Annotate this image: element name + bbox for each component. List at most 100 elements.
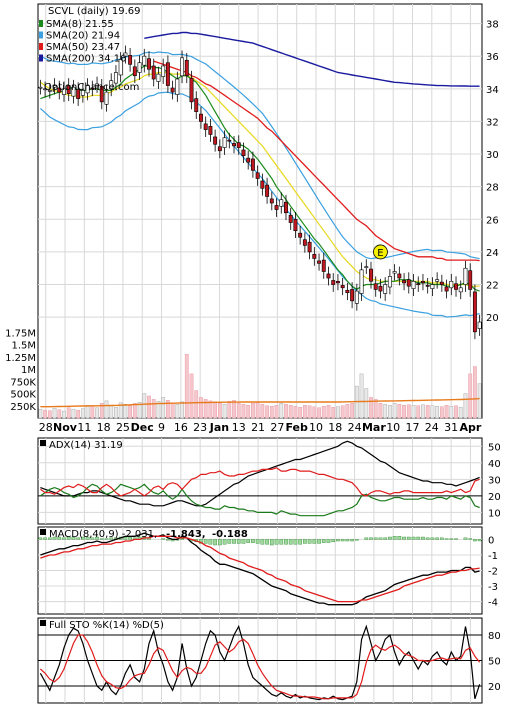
volume-bar xyxy=(307,405,312,419)
date-axis-label: Nov xyxy=(53,421,78,434)
candle-body xyxy=(66,85,71,95)
date-axis-label: 21 xyxy=(251,421,265,434)
volume-bar xyxy=(265,405,269,419)
candle-body xyxy=(369,268,373,282)
date-axis-label: 13 xyxy=(232,421,246,434)
volume-bar xyxy=(425,405,430,419)
candle-body xyxy=(307,241,312,253)
volume-bar xyxy=(76,409,81,419)
adx-line-di xyxy=(40,483,480,517)
macd-histogram-bar xyxy=(203,539,208,544)
candle-body xyxy=(288,214,293,223)
volume-bar xyxy=(232,400,236,419)
candle-body xyxy=(265,184,270,197)
volume-bar xyxy=(383,404,388,419)
legend-swatch xyxy=(39,54,43,62)
macd-histogram-bar xyxy=(435,537,439,540)
candle-body xyxy=(62,88,66,95)
adx-tick-label: 50 xyxy=(488,442,501,453)
volume-tick-label: 750K xyxy=(10,377,36,388)
volume-bar xyxy=(359,373,364,419)
stochastic-tick-label: 50 xyxy=(488,657,501,668)
volume-bar xyxy=(345,404,350,419)
volume-bar xyxy=(454,405,458,419)
macd-histogram-bar xyxy=(128,536,132,540)
macd-histogram-bar xyxy=(109,537,114,540)
volume-bar xyxy=(473,366,477,419)
date-axis-label: Jan xyxy=(209,421,229,434)
volume-bar xyxy=(421,404,425,419)
macd-histogram-bar xyxy=(345,539,350,542)
macd-title-swatch xyxy=(40,529,46,535)
candle-body xyxy=(104,91,109,105)
price-tick-label: 20 xyxy=(486,313,499,324)
macd-histogram-bar xyxy=(373,537,378,540)
date-axis-label: 10 xyxy=(309,421,323,434)
candle-body xyxy=(392,271,397,274)
legend-swatch xyxy=(39,20,43,27)
candle-body xyxy=(246,157,251,163)
macd-histogram-bar xyxy=(392,536,397,540)
volume-bar xyxy=(66,407,71,419)
candle-body xyxy=(255,172,260,179)
macd-histogram-bar xyxy=(227,539,232,544)
macd-histogram-bar xyxy=(354,539,359,541)
macd-histogram-bar xyxy=(236,539,241,544)
macd-histogram-bar xyxy=(288,539,293,545)
legend-entry: SMA(200) 34.16 xyxy=(46,54,127,65)
candle-body xyxy=(123,52,128,57)
stochastic-k-line xyxy=(39,624,481,701)
volume-bar xyxy=(468,373,473,419)
candle-body xyxy=(359,269,364,294)
macd-histogram-bar xyxy=(473,539,477,542)
candle-body xyxy=(340,285,345,289)
volume-bar xyxy=(369,397,373,419)
macd-histogram-bar xyxy=(416,536,421,540)
candle-body xyxy=(397,273,402,279)
macd-histogram-bar xyxy=(166,539,170,541)
macd-histogram-bar xyxy=(421,536,425,540)
macd-histogram-bar xyxy=(463,537,468,540)
candle-body xyxy=(165,62,170,86)
macd-histogram-bar xyxy=(468,538,473,540)
macd-histogram-bar xyxy=(425,537,430,540)
volume-bar xyxy=(71,408,76,419)
volume-bar xyxy=(387,405,392,419)
macd-histogram-bar xyxy=(402,536,406,540)
volume-bar xyxy=(284,404,288,419)
candle-body xyxy=(402,280,407,284)
volume-bar xyxy=(416,405,421,419)
stochastic-title: Full STO %K(14) %D(5) xyxy=(49,620,164,631)
macd-histogram-bar xyxy=(52,536,57,540)
volume-bar xyxy=(246,405,251,419)
candle-body xyxy=(208,126,213,135)
date-axis-label: 31 xyxy=(444,421,458,434)
volume-bar xyxy=(170,403,175,419)
candle-body xyxy=(312,254,317,259)
candle-body xyxy=(444,286,449,292)
volume-bar xyxy=(321,405,326,419)
candle-body xyxy=(321,259,326,272)
macd-histogram-bar xyxy=(298,539,303,545)
price-panel-frame xyxy=(37,3,483,419)
candle-body xyxy=(387,276,392,288)
stochastic-tick-label: 20 xyxy=(488,682,501,693)
volume-bar xyxy=(458,406,463,419)
candle-body xyxy=(95,83,99,86)
macd-histogram-bar xyxy=(326,539,331,543)
macd-histogram-bar xyxy=(340,539,345,542)
candle-body xyxy=(80,90,85,96)
macd-histogram-bar xyxy=(307,539,312,544)
chart-title: SCVL (daily) 19.69 xyxy=(48,6,140,17)
candle-body xyxy=(439,281,444,285)
volume-bar xyxy=(208,400,213,419)
macd-histogram-bar xyxy=(406,536,411,540)
volume-bar xyxy=(118,402,123,419)
candle-body xyxy=(227,139,232,142)
volume-bar xyxy=(184,354,189,419)
volume-bar xyxy=(38,408,43,419)
date-axis-label: Dec xyxy=(131,421,154,434)
adx-tick-label: 10 xyxy=(488,508,501,519)
date-axis-label: 9 xyxy=(158,421,165,434)
